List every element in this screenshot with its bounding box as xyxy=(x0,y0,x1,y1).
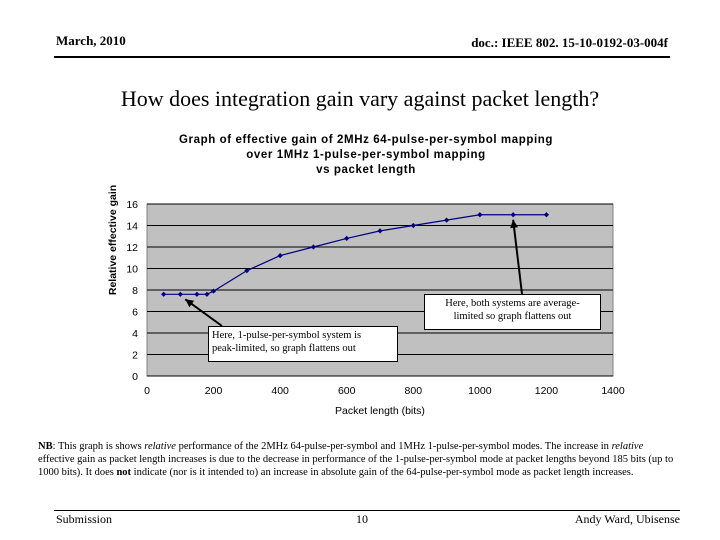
note-text-d: indicate (nor is it intended to) an incr… xyxy=(131,467,634,478)
note-text-c: effective gain as packet length increase… xyxy=(38,454,674,478)
x-tick-label: 200 xyxy=(205,385,223,397)
y-tick-label: 16 xyxy=(126,199,138,211)
annotation-peak-limited-line-2: peak-limited, so graph flattens out xyxy=(212,343,356,354)
x-tick-label: 0 xyxy=(144,385,150,397)
chart-title-line-2: over 1MHz 1-pulse-per-symbol mapping xyxy=(246,149,486,161)
annotation-arrow-average-limited xyxy=(512,219,523,295)
x-tick-label: 1000 xyxy=(468,385,492,397)
chart-title-line-1: Graph of effective gain of 2MHz 64-pulse… xyxy=(178,134,554,146)
data-point xyxy=(377,228,383,234)
annotation-arrow-average-limited-head xyxy=(510,219,519,229)
data-point xyxy=(344,235,350,241)
note-paragraph: NB: This graph is shows relative perform… xyxy=(38,440,678,479)
data-point xyxy=(543,212,550,218)
y-tick-label: 2 xyxy=(132,350,138,362)
x-tick-label: 1400 xyxy=(601,385,625,397)
footer-divider xyxy=(54,510,680,511)
data-point xyxy=(210,288,217,294)
data-point xyxy=(161,291,167,297)
note-relative-2: relative xyxy=(611,441,644,452)
footer-author: Andy Ward, Ubisense xyxy=(574,512,680,526)
data-point xyxy=(277,253,283,259)
y-axis-label: Relative effective gain xyxy=(107,185,119,295)
note-not-word: not xyxy=(116,467,132,478)
note-relative-1: relative xyxy=(144,441,176,452)
y-tick-label: 8 xyxy=(132,285,138,297)
annotation-peak-limited-line-1: Here, 1-pulse-per-symbol system is xyxy=(212,330,362,341)
y-tick-label: 0 xyxy=(132,371,138,383)
x-tick-label: 800 xyxy=(405,385,423,397)
header-doc-id: doc.: IEEE 802. 15-10-0192-03-004f xyxy=(471,35,668,50)
y-tick-label: 12 xyxy=(126,242,138,254)
x-tick-label: 600 xyxy=(338,385,356,397)
data-point xyxy=(477,212,483,218)
data-point xyxy=(510,212,516,218)
annotation-average-limited-line-2: limited so graph flattens out xyxy=(453,311,572,322)
x-tick-label: 400 xyxy=(271,385,289,397)
footer-page-number: 10 xyxy=(356,512,368,526)
note-text-a: : This graph is shows xyxy=(52,441,145,452)
slide-title: How does integration gain vary against p… xyxy=(120,86,600,111)
data-point xyxy=(310,244,317,250)
data-point xyxy=(443,217,450,223)
note-text-b: performance of the 2MHz 64-pulse-per-sym… xyxy=(175,441,612,452)
y-tick-label: 10 xyxy=(126,264,138,276)
note-nb-label: NB xyxy=(38,441,53,452)
annotation-average-limited-line-1: Here, both systems are average- xyxy=(445,298,580,309)
data-point xyxy=(194,291,200,297)
header-date: March, 2010 xyxy=(56,33,126,48)
x-axis-label: Packet length (bits) xyxy=(335,405,425,417)
y-tick-label: 14 xyxy=(126,221,138,233)
footer-submission: Submission xyxy=(56,512,113,526)
y-tick-label: 6 xyxy=(132,307,138,319)
chart-title-line-3: vs packet length xyxy=(316,164,416,176)
header-divider xyxy=(54,56,670,58)
chart-title: Graph of effective gain of 2MHz 64-pulse… xyxy=(146,133,586,178)
annotation-arrow-peak-limited-head xyxy=(185,299,195,308)
annotation-peak-limited: Here, 1-pulse-per-symbol system is peak-… xyxy=(208,326,398,362)
data-point xyxy=(177,291,183,297)
annotation-average-limited: Here, both systems are average- limited … xyxy=(424,294,601,330)
y-tick-label: 4 xyxy=(132,328,138,340)
data-point xyxy=(410,222,416,229)
data-point xyxy=(204,291,210,297)
data-point xyxy=(244,268,250,274)
x-tick-label: 1200 xyxy=(535,385,559,397)
